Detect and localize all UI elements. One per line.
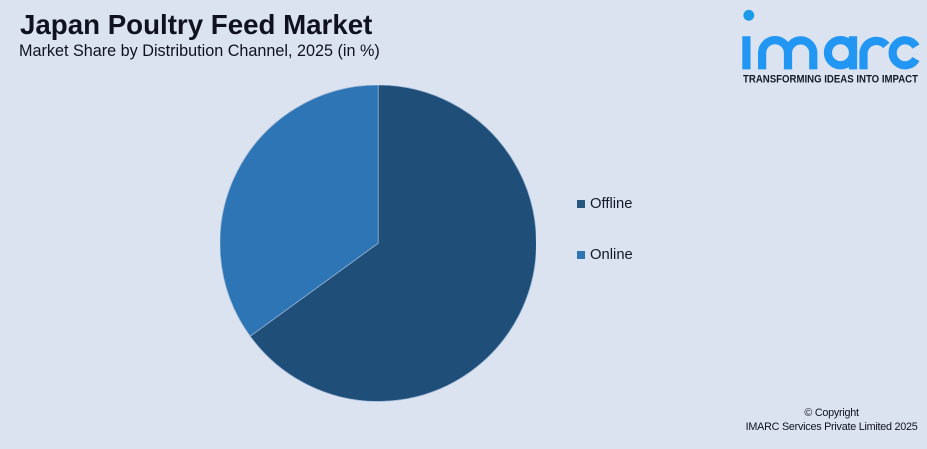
- svg-text:TRANSFORMING IDEAS INTO IMPACT: TRANSFORMING IDEAS INTO IMPACT: [743, 74, 918, 86]
